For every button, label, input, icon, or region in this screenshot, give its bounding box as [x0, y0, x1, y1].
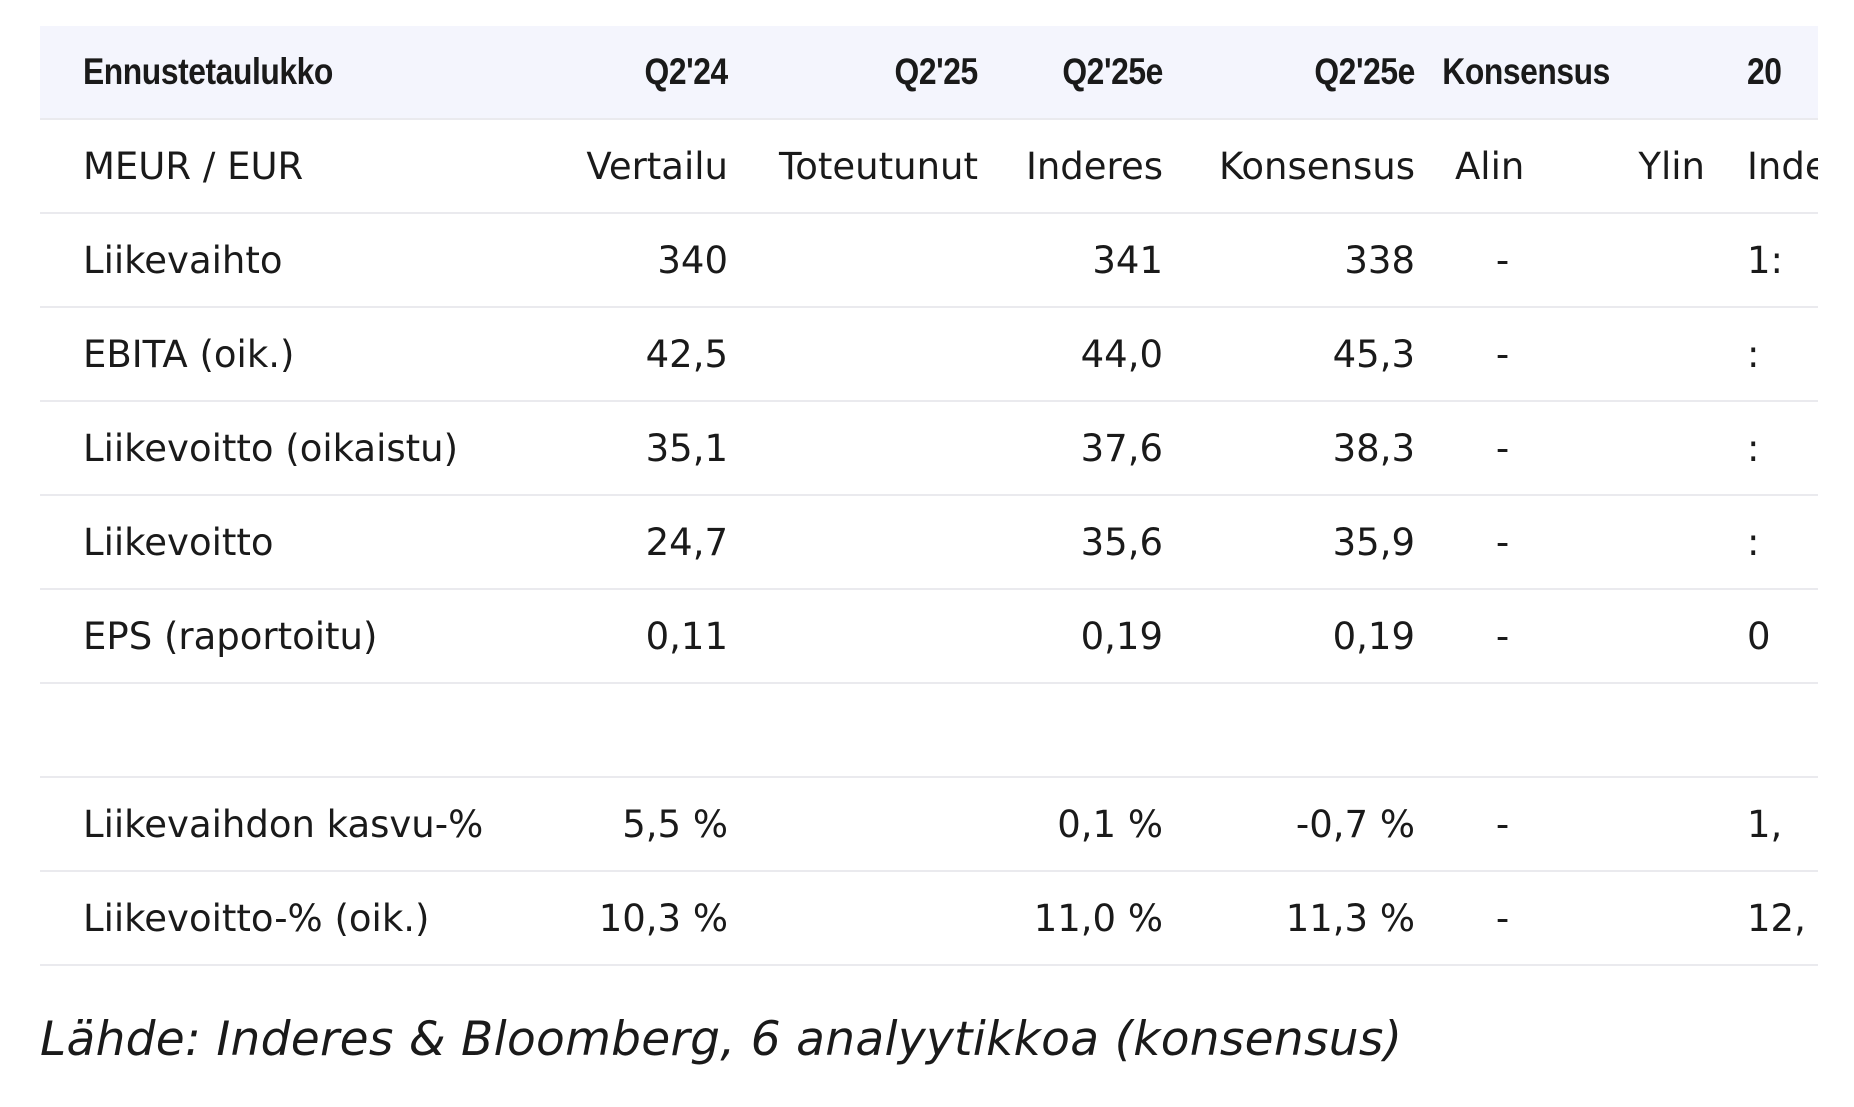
- table-cell: [728, 683, 978, 778]
- table-cell: 10,3 %: [486, 871, 728, 966]
- table-subheader-row: MEUR / EUR Vertailu Toteutunut Inderes K…: [40, 119, 1818, 214]
- table-cell: [1590, 401, 1705, 496]
- header-cell: Q2'25e: [1163, 26, 1415, 120]
- table-cell: 341: [978, 213, 1163, 308]
- table-cell: [1590, 307, 1705, 402]
- table-cell: 24,7: [486, 495, 728, 590]
- row-label: EPS (raportoitu): [40, 589, 486, 684]
- table-row: Liikevaihdon kasvu-% 5,5 % 0,1 % -0,7 % - 1,: [40, 777, 1818, 872]
- table-cell: 5,5 %: [486, 777, 728, 872]
- table-cell: -: [1415, 589, 1590, 684]
- table-cell: 0,19: [978, 589, 1163, 684]
- table-cell: -: [1415, 213, 1590, 308]
- table-cell: [978, 683, 1163, 778]
- table-cell: 0: [1705, 589, 1818, 684]
- header-cell: Q2'25: [728, 26, 978, 120]
- table-row: EBITA (oik.) 42,5 44,0 45,3-:: [40, 307, 1818, 402]
- table-cell: [728, 213, 978, 308]
- table-cell: [1415, 683, 1590, 778]
- source-caption: Lähde: Inderes & Bloomberg, 6 analyytikk…: [40, 1012, 1403, 1067]
- subheader-cell: Inderes: [978, 119, 1163, 214]
- row-label: Liikevoitto: [40, 495, 486, 590]
- subheader-cell: Konsensus: [1163, 119, 1415, 214]
- table-cell: [486, 683, 728, 778]
- subheader-cell: Ylin: [1590, 119, 1705, 214]
- table-cell: -: [1415, 307, 1590, 402]
- subheader-cell: MEUR / EUR: [40, 119, 486, 214]
- table-cell: -: [1415, 495, 1590, 590]
- table-cell: 12,: [1705, 871, 1818, 966]
- table-cell: [728, 401, 978, 496]
- table-cell: :: [1705, 307, 1818, 402]
- forecast-table: Ennustetaulukko Q2'24 Q2'25 Q2'25e Q2'25…: [40, 26, 1818, 966]
- header-cell: 20: [1705, 26, 1818, 120]
- subheader-cell: Inde: [1705, 119, 1818, 214]
- table-cell: 38,3: [1163, 401, 1415, 496]
- table-cell: 11,3 %: [1163, 871, 1415, 966]
- table-row: Liikevoitto-% (oik.) 10,3 % 11,0 % 11,3 % - 1…: [40, 871, 1818, 966]
- table-spacer-row: [40, 683, 1818, 778]
- header-cell: Ennustetaulukko: [40, 26, 486, 120]
- table-row: Liikevaihto 340 341 338- 1:: [40, 213, 1818, 308]
- table-cell: 0,19: [1163, 589, 1415, 684]
- table-row: Liikevoitto 24,7 35,6 35,9-:: [40, 495, 1818, 590]
- row-label: Liikevaihdon kasvu-%: [40, 777, 486, 872]
- table-cell: 44,0: [978, 307, 1163, 402]
- row-label: Liikevoitto (oikaistu): [40, 401, 486, 496]
- table-cell: -: [1415, 871, 1590, 966]
- table-cell: [1590, 683, 1705, 778]
- table-cell: 0,1 %: [978, 777, 1163, 872]
- header-cell-consensus: Konsensus: [1415, 26, 1705, 120]
- table-cell: -0,7 %: [1163, 777, 1415, 872]
- table-cell: [1590, 777, 1705, 872]
- table-cell: [728, 307, 978, 402]
- table-cell: 45,3: [1163, 307, 1415, 402]
- forecast-table-container: Ennustetaulukko Q2'24 Q2'25 Q2'25e Q2'25…: [40, 26, 1818, 966]
- header-cell: Q2'25e: [978, 26, 1163, 120]
- table-cell: [1590, 495, 1705, 590]
- table-cell: 35,9: [1163, 495, 1415, 590]
- table-header-row: Ennustetaulukko Q2'24 Q2'25 Q2'25e Q2'25…: [40, 26, 1818, 120]
- row-label: [40, 683, 486, 778]
- table-cell: 1,: [1705, 777, 1818, 872]
- table-cell: 35,1: [486, 401, 728, 496]
- table-cell: [1163, 683, 1415, 778]
- table-cell: [728, 495, 978, 590]
- table-cell: 35,6: [978, 495, 1163, 590]
- subheader-cell: Toteutunut: [728, 119, 978, 214]
- table-cell: [1590, 213, 1705, 308]
- table-cell: 42,5: [486, 307, 728, 402]
- table-cell: [1705, 683, 1818, 778]
- row-label: EBITA (oik.): [40, 307, 486, 402]
- subheader-cell: Vertailu: [486, 119, 728, 214]
- row-label: Liikevoitto-% (oik.): [40, 871, 486, 966]
- table-cell: 1:: [1705, 213, 1818, 308]
- table-cell: [728, 777, 978, 872]
- table-cell: :: [1705, 495, 1818, 590]
- subheader-cell: Alin: [1415, 119, 1590, 214]
- table-cell: 338: [1163, 213, 1415, 308]
- table-row: Liikevoitto (oikaistu) 35,1 37,6 38,3-:: [40, 401, 1818, 496]
- table-cell: 0,11: [486, 589, 728, 684]
- table-cell: -: [1415, 401, 1590, 496]
- table-cell: [1590, 871, 1705, 966]
- table-cell: :: [1705, 401, 1818, 496]
- table-cell: [728, 589, 978, 684]
- table-cell: 340: [486, 213, 728, 308]
- table-cell: [728, 871, 978, 966]
- table-cell: [1590, 589, 1705, 684]
- table-row: EPS (raportoitu) 0,11 0,19 0,19-0: [40, 589, 1818, 684]
- table-cell: 11,0 %: [978, 871, 1163, 966]
- header-cell: Q2'24: [486, 26, 728, 120]
- table-cell: -: [1415, 777, 1590, 872]
- row-label: Liikevaihto: [40, 213, 486, 308]
- table-cell: 37,6: [978, 401, 1163, 496]
